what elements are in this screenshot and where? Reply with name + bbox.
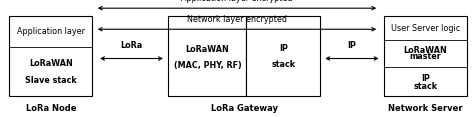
Text: LoRaWAN: LoRaWAN [29, 59, 73, 68]
Text: Application layer: Application layer [17, 27, 85, 36]
Text: stack: stack [413, 82, 438, 91]
Text: IP: IP [279, 44, 288, 53]
Text: LoRaWAN: LoRaWAN [185, 45, 229, 54]
Text: master: master [410, 52, 441, 61]
Text: Slave stack: Slave stack [25, 76, 77, 85]
Text: Network Server: Network Server [388, 104, 463, 113]
Text: (MAC, PHY, RF): (MAC, PHY, RF) [173, 61, 241, 70]
Bar [9, 16, 92, 96]
Bar [168, 16, 246, 96]
Text: IP: IP [347, 41, 356, 50]
Text: stack: stack [271, 60, 295, 69]
Text: LoRa Node: LoRa Node [26, 104, 76, 113]
Bar [246, 16, 320, 96]
Text: User Server logic: User Server logic [391, 24, 460, 33]
Text: IP: IP [421, 74, 430, 83]
Bar [384, 16, 467, 96]
Text: LoRaWAN: LoRaWAN [403, 46, 447, 55]
Text: LoRa: LoRa [120, 41, 143, 50]
Text: Network layer encrypted: Network layer encrypted [187, 15, 287, 24]
Text: Application layer encrypted: Application layer encrypted [181, 0, 293, 3]
Text: LoRa Gateway: LoRa Gateway [210, 104, 278, 113]
